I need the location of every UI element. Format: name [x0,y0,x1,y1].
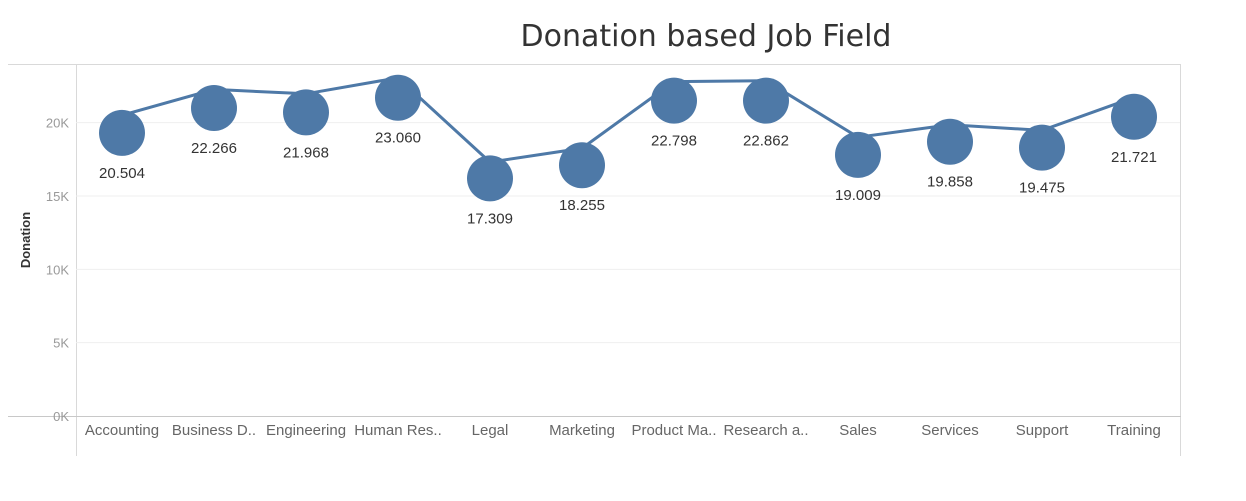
data-point[interactable] [835,131,881,178]
data-label: 19.009 [835,187,881,204]
y-axis-label: Donation [18,212,33,268]
data-point[interactable] [283,89,329,136]
data-point[interactable] [375,74,421,121]
y-tick-label: 20K [46,116,69,131]
data-label: 19.475 [1019,180,1065,197]
x-tick-label: Business D.. [172,422,256,439]
y-tick-label: 10K [46,262,69,277]
x-tick-label: Research a.. [723,422,808,439]
data-label: 22.862 [743,133,789,150]
data-point[interactable] [467,155,513,202]
data-point[interactable] [927,118,973,165]
x-tick-label: Services [921,422,979,439]
chart-title: Donation based Job Field [521,19,892,54]
data-label: 23.060 [375,130,421,147]
data-label: 18.255 [559,197,605,214]
x-tick-label: Support [1016,422,1069,439]
data-label: 21.721 [1111,149,1157,166]
data-label: 17.309 [467,210,513,227]
y-tick-label: 15K [46,189,69,204]
x-tick-label: Human Res.. [354,422,442,439]
y-tick-label: 5K [53,336,69,351]
x-tick-label: Sales [839,422,877,439]
data-point[interactable] [191,85,237,131]
data-point[interactable] [743,77,789,124]
data-point[interactable] [559,142,605,189]
y-tick-label: 0K [53,409,69,424]
y-axis-ticks: 0K 5K 10K 15K 20K [46,116,69,424]
data-label: 21.968 [283,144,329,161]
gridlines [76,122,1180,344]
x-tick-label: Legal [472,422,509,439]
data-label: 22.266 [191,140,237,157]
data-point[interactable] [1019,124,1065,171]
data-points [99,74,1157,202]
x-tick-label: Marketing [549,422,615,439]
data-point[interactable] [651,77,697,124]
x-tick-label: Training [1107,422,1161,439]
series-line [121,76,1135,164]
data-labels: 20.504 22.266 21.968 23.060 17.309 18.255 22.7… [99,130,1157,228]
data-label: 20.504 [99,165,145,182]
data-point[interactable] [99,109,145,156]
plot-frame [8,64,1181,456]
data-label: 19.858 [927,174,973,191]
x-tick-label: Accounting [85,422,159,439]
data-point[interactable] [1111,93,1157,140]
x-axis-ticks: Accounting Business D.. Engineering Human R… [85,422,1161,439]
data-label: 22.798 [651,133,697,150]
x-tick-label: Engineering [266,422,346,439]
x-tick-label: Product Ma.. [631,422,716,439]
